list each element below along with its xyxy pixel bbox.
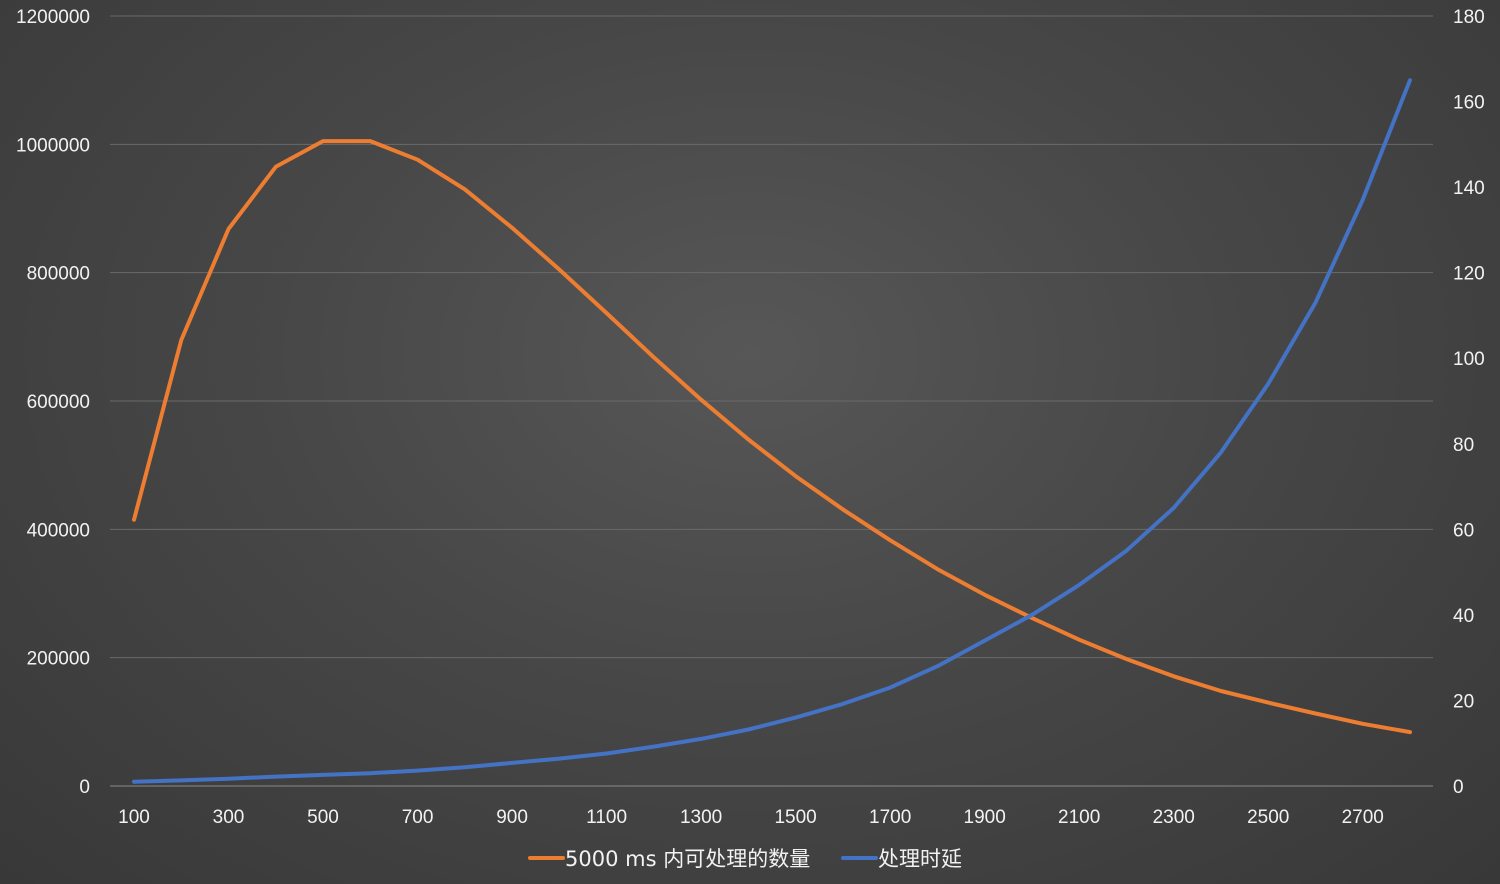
- y-right-tick-label: 20: [1453, 691, 1474, 712]
- y-right-tick-label: 140: [1453, 178, 1485, 199]
- x-tick-label: 1700: [869, 807, 911, 828]
- y-left-tick-label: 800000: [27, 264, 90, 285]
- x-tick-label: 700: [402, 807, 434, 828]
- x-tick-label: 2100: [1058, 807, 1100, 828]
- legend: 5000 ms 内可处理的数量 处理时延: [528, 847, 962, 871]
- y-right-tick-label: 60: [1453, 520, 1474, 541]
- y-right-tick-label: 180: [1453, 7, 1485, 28]
- x-tick-label: 1500: [774, 807, 816, 828]
- x-tick-label: 1100: [586, 807, 627, 828]
- y-left-tick-label: 1000000: [16, 135, 90, 156]
- y-right-tick-label: 40: [1453, 606, 1474, 627]
- x-tick-label: 2300: [1153, 807, 1195, 828]
- x-tick-label: 500: [307, 807, 339, 828]
- x-tick-label: 2500: [1247, 807, 1289, 828]
- y-right-tick-label: 0: [1453, 777, 1464, 798]
- y-left-tick-label: 600000: [27, 392, 90, 413]
- y-axis-left: 0 200000 400000 600000 800000 1000000 1200000: [16, 7, 90, 798]
- y-left-tick-label: 400000: [27, 520, 90, 541]
- y-axis-right: 0 20 40 60 80 100 120 140 160 180: [1453, 7, 1485, 798]
- legend-label: 5000 ms 内可处理的数量: [565, 847, 810, 871]
- y-left-tick-label: 1200000: [16, 7, 90, 28]
- y-right-tick-label: 80: [1453, 435, 1474, 456]
- x-axis: 100 300 500 700 900 1100 1300 1500 1700 1900 2100 2…: [118, 807, 1384, 828]
- y-right-tick-label: 120: [1453, 264, 1485, 285]
- x-tick-label: 2700: [1342, 807, 1384, 828]
- y-right-tick-label: 160: [1453, 93, 1485, 114]
- y-right-tick-label: 100: [1453, 349, 1485, 370]
- series-line-0: [132, 139, 1412, 735]
- legend-label: 处理时延: [878, 847, 962, 871]
- gridlines: [110, 15, 1433, 787]
- x-tick-label: 1900: [964, 807, 1006, 828]
- x-tick-label: 1300: [680, 807, 722, 828]
- y-left-tick-label: 0: [79, 777, 90, 798]
- series-lines: [132, 78, 1412, 784]
- x-tick-label: 300: [213, 807, 245, 828]
- series-line-1: [132, 78, 1412, 784]
- x-tick-label: 100: [118, 807, 150, 828]
- x-tick-label: 900: [496, 807, 528, 828]
- y-left-tick-label: 200000: [27, 649, 90, 670]
